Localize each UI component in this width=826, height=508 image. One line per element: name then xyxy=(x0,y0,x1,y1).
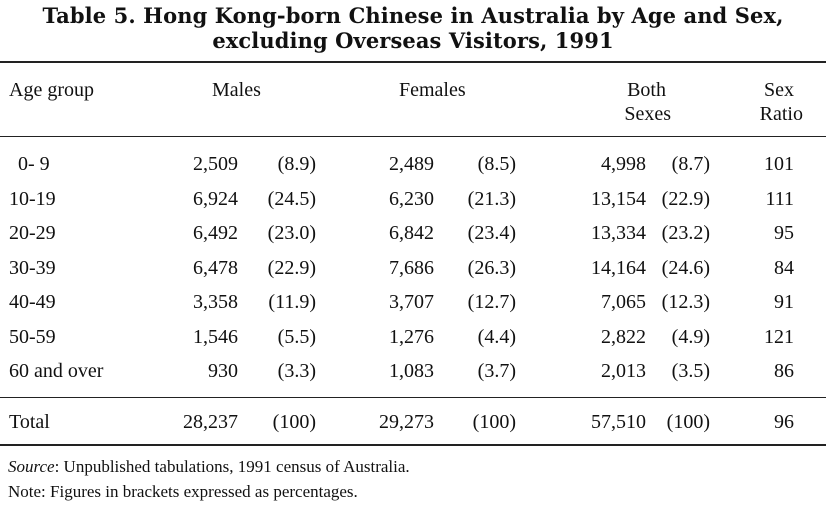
total-both-pct: (100) xyxy=(666,411,710,433)
header-age-group: Age group xyxy=(9,79,94,101)
males-pct-cell: (8.9) xyxy=(277,153,316,175)
females-pct-cell: (26.3) xyxy=(467,257,516,279)
age-group-cell: 0- 9 xyxy=(18,153,50,175)
females-count-cell: 1,083 xyxy=(389,360,434,382)
males-count-cell: 930 xyxy=(208,360,238,382)
header-both-line-2: Sexes xyxy=(624,103,671,125)
bottom-rule xyxy=(0,444,826,446)
table-title-line-1: Table 5. Hong Kong-born Chinese in Austr… xyxy=(42,3,784,28)
males-count-cell: 2,509 xyxy=(193,153,238,175)
age-group-cell: 30-39 xyxy=(9,257,56,279)
males-pct-cell: (22.9) xyxy=(267,257,316,279)
table-title-line-2: excluding Overseas Visitors, 1991 xyxy=(212,28,614,53)
header-males: Males xyxy=(212,79,261,101)
both-count-cell: 14,164 xyxy=(591,257,646,279)
females-pct-cell: (8.5) xyxy=(477,153,516,175)
sex-ratio-cell: 86 xyxy=(774,360,794,382)
age-group-cell: 20-29 xyxy=(9,222,56,244)
total-females: 29,273 xyxy=(379,411,434,433)
total-label: Total xyxy=(9,411,50,433)
males-count-cell: 3,358 xyxy=(193,291,238,313)
females-pct-cell: (4.4) xyxy=(477,326,516,348)
males-pct-cell: (23.0) xyxy=(267,222,316,244)
header-rule xyxy=(0,136,826,137)
total-males-pct: (100) xyxy=(272,411,316,433)
total-females-pct: (100) xyxy=(472,411,516,433)
sex-ratio-cell: 111 xyxy=(765,188,794,210)
header-ratio-line-2: Ratio xyxy=(759,103,803,125)
both-count-cell: 13,334 xyxy=(591,222,646,244)
source-note: Source: Unpublished tabulations, 1991 ce… xyxy=(8,456,410,478)
females-count-cell: 6,842 xyxy=(389,222,434,244)
both-pct-cell: (8.7) xyxy=(671,153,710,175)
males-count-cell: 6,924 xyxy=(193,188,238,210)
age-group-cell: 10-19 xyxy=(9,188,56,210)
males-pct-cell: (3.3) xyxy=(277,360,316,382)
females-count-cell: 1,276 xyxy=(389,326,434,348)
females-count-cell: 7,686 xyxy=(389,257,434,279)
females-count-cell: 2,489 xyxy=(389,153,434,175)
females-pct-cell: (23.4) xyxy=(467,222,516,244)
both-pct-cell: (4.9) xyxy=(671,326,710,348)
both-count-cell: 13,154 xyxy=(591,188,646,210)
both-pct-cell: (24.6) xyxy=(661,257,710,279)
total-males: 28,237 xyxy=(183,411,238,433)
sex-ratio-cell: 95 xyxy=(774,222,794,244)
males-pct-cell: (11.9) xyxy=(268,291,316,313)
both-pct-cell: (23.2) xyxy=(661,222,710,244)
males-count-cell: 6,478 xyxy=(193,257,238,279)
both-count-cell: 2,013 xyxy=(601,360,646,382)
header-ratio-line-1: Sex xyxy=(764,79,794,101)
header-females: Females xyxy=(399,79,466,101)
females-pct-cell: (12.7) xyxy=(467,291,516,313)
sex-ratio-cell: 91 xyxy=(774,291,794,313)
age-group-cell: 60 and over xyxy=(9,360,104,382)
females-count-cell: 3,707 xyxy=(389,291,434,313)
both-pct-cell: (3.5) xyxy=(671,360,710,382)
header-both-line-1: Both xyxy=(627,79,666,101)
females-pct-cell: (21.3) xyxy=(467,188,516,210)
females-pct-cell: (3.7) xyxy=(477,360,516,382)
total-sex-ratio: 96 xyxy=(774,411,794,433)
sex-ratio-cell: 101 xyxy=(764,153,794,175)
both-count-cell: 7,065 xyxy=(601,291,646,313)
age-group-cell: 40-49 xyxy=(9,291,56,313)
males-pct-cell: (24.5) xyxy=(267,188,316,210)
both-pct-cell: (22.9) xyxy=(661,188,710,210)
source-text: : Unpublished tabulations, 1991 census o… xyxy=(54,457,410,476)
sex-ratio-cell: 84 xyxy=(774,257,794,279)
males-pct-cell: (5.5) xyxy=(277,326,316,348)
males-count-cell: 1,546 xyxy=(193,326,238,348)
top-rule xyxy=(0,61,826,63)
both-count-cell: 2,822 xyxy=(601,326,646,348)
total-both: 57,510 xyxy=(591,411,646,433)
percentage-note: Note: Figures in brackets expressed as p… xyxy=(8,482,358,501)
sex-ratio-cell: 121 xyxy=(764,326,794,348)
females-count-cell: 6,230 xyxy=(389,188,434,210)
total-rule xyxy=(0,397,826,398)
age-group-cell: 50-59 xyxy=(9,326,56,348)
both-count-cell: 4,998 xyxy=(601,153,646,175)
both-pct-cell: (12.3) xyxy=(661,291,710,313)
source-label: Source xyxy=(8,457,55,476)
males-count-cell: 6,492 xyxy=(193,222,238,244)
